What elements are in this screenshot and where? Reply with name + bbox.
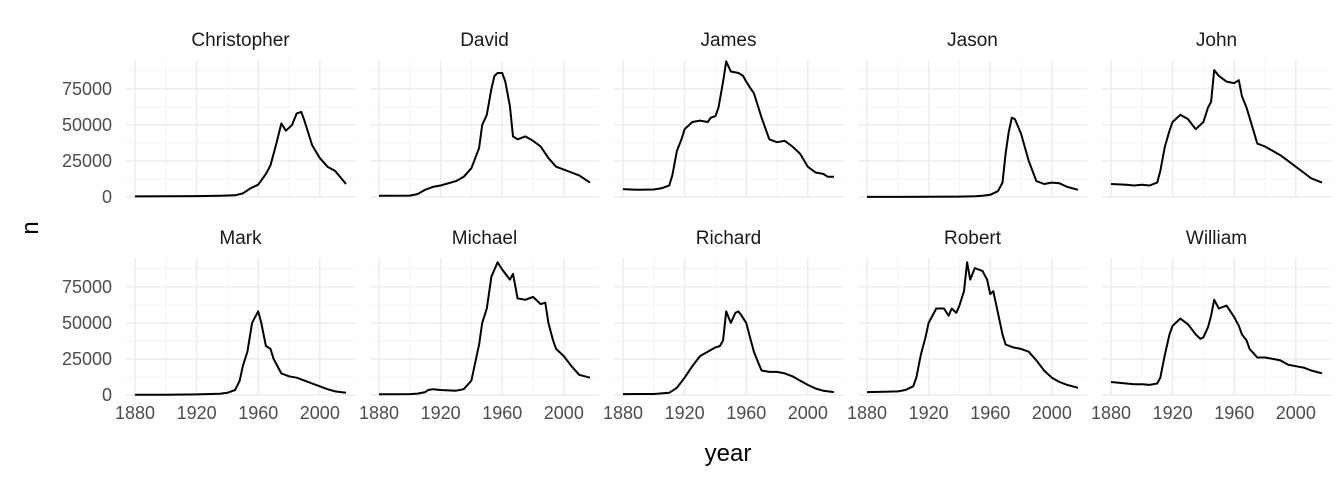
facet-title: David — [460, 30, 509, 51]
x-tick-label: 1880 — [1091, 403, 1131, 423]
y-tick-label: 0 — [102, 385, 112, 405]
x-tick-label: 2000 — [1032, 403, 1072, 423]
y-tick-label: 50000 — [62, 313, 112, 333]
x-tick-label: 1960 — [482, 403, 522, 423]
x-tick-label: 1880 — [359, 403, 399, 423]
x-axis-title: year — [705, 440, 752, 467]
facet-panel: James — [614, 30, 843, 198]
facet-panels: Christopher 0 25000 50000 75000 David James Jas… — [62, 30, 1331, 423]
y-tick-label: 0 — [102, 187, 112, 207]
facet-panel: Robert 1880 1920 1960 2000 — [847, 228, 1087, 423]
facet-panel: John — [1102, 30, 1331, 198]
facet-panel: David — [370, 30, 599, 198]
facet-title: James — [701, 30, 757, 51]
x-tick-label: 1960 — [970, 403, 1010, 423]
x-tick-label: 1920 — [909, 403, 949, 423]
y-tick-label: 75000 — [62, 79, 112, 99]
facet-title: John — [1196, 30, 1237, 51]
x-tick-label: 2000 — [1276, 403, 1316, 423]
facet-panel: Jason — [858, 30, 1087, 198]
x-tick-label: 1880 — [115, 403, 155, 423]
x-tick-label: 1960 — [726, 403, 766, 423]
x-tick-label: 2000 — [300, 403, 340, 423]
series-line — [378, 72, 591, 197]
x-tick-label: 1960 — [1214, 403, 1254, 423]
x-tick-label: 1880 — [603, 403, 643, 423]
facet-panel: William 1880 1920 1960 2000 — [1091, 228, 1331, 423]
y-axis-title: n — [17, 221, 44, 234]
x-tick-label: 1920 — [665, 403, 705, 423]
facet-title: Robert — [944, 228, 1002, 249]
facet-title: Mark — [219, 228, 262, 249]
facet-title: Jason — [947, 30, 998, 51]
x-tick-label: 1920 — [421, 403, 461, 423]
facet-panel: Christopher 0 25000 50000 75000 — [62, 30, 355, 207]
y-tick-label: 25000 — [62, 151, 112, 171]
facet-title: Michael — [452, 228, 517, 249]
facet-title: Christopher — [191, 30, 290, 51]
x-tick-label: 1960 — [238, 403, 278, 423]
x-tick-label: 2000 — [544, 403, 584, 423]
facet-title: William — [1186, 228, 1247, 249]
facet-panel: Michael 1880 1920 1960 2000 — [359, 228, 599, 423]
x-tick-label: 2000 — [788, 403, 828, 423]
x-tick-label: 1880 — [847, 403, 887, 423]
series-line — [378, 261, 591, 396]
series-line — [134, 110, 347, 198]
series-line — [867, 116, 1079, 198]
facet-panel: Mark 0 25000 50000 75000 1880 1920 1960 2000 — [62, 228, 355, 423]
y-tick-label: 50000 — [62, 115, 112, 135]
series-line — [135, 310, 347, 396]
series-line — [622, 60, 834, 191]
facet-title: Richard — [696, 228, 761, 249]
facet-panel: Richard 1880 1920 1960 2000 — [603, 228, 843, 423]
series-line — [1110, 69, 1323, 187]
series-line — [866, 261, 1079, 394]
x-tick-label: 1920 — [177, 403, 217, 423]
y-tick-label: 25000 — [62, 349, 112, 369]
x-tick-label: 1920 — [1153, 403, 1193, 423]
series-line — [1110, 298, 1323, 386]
y-tick-label: 75000 — [62, 277, 112, 297]
series-line — [622, 310, 835, 396]
